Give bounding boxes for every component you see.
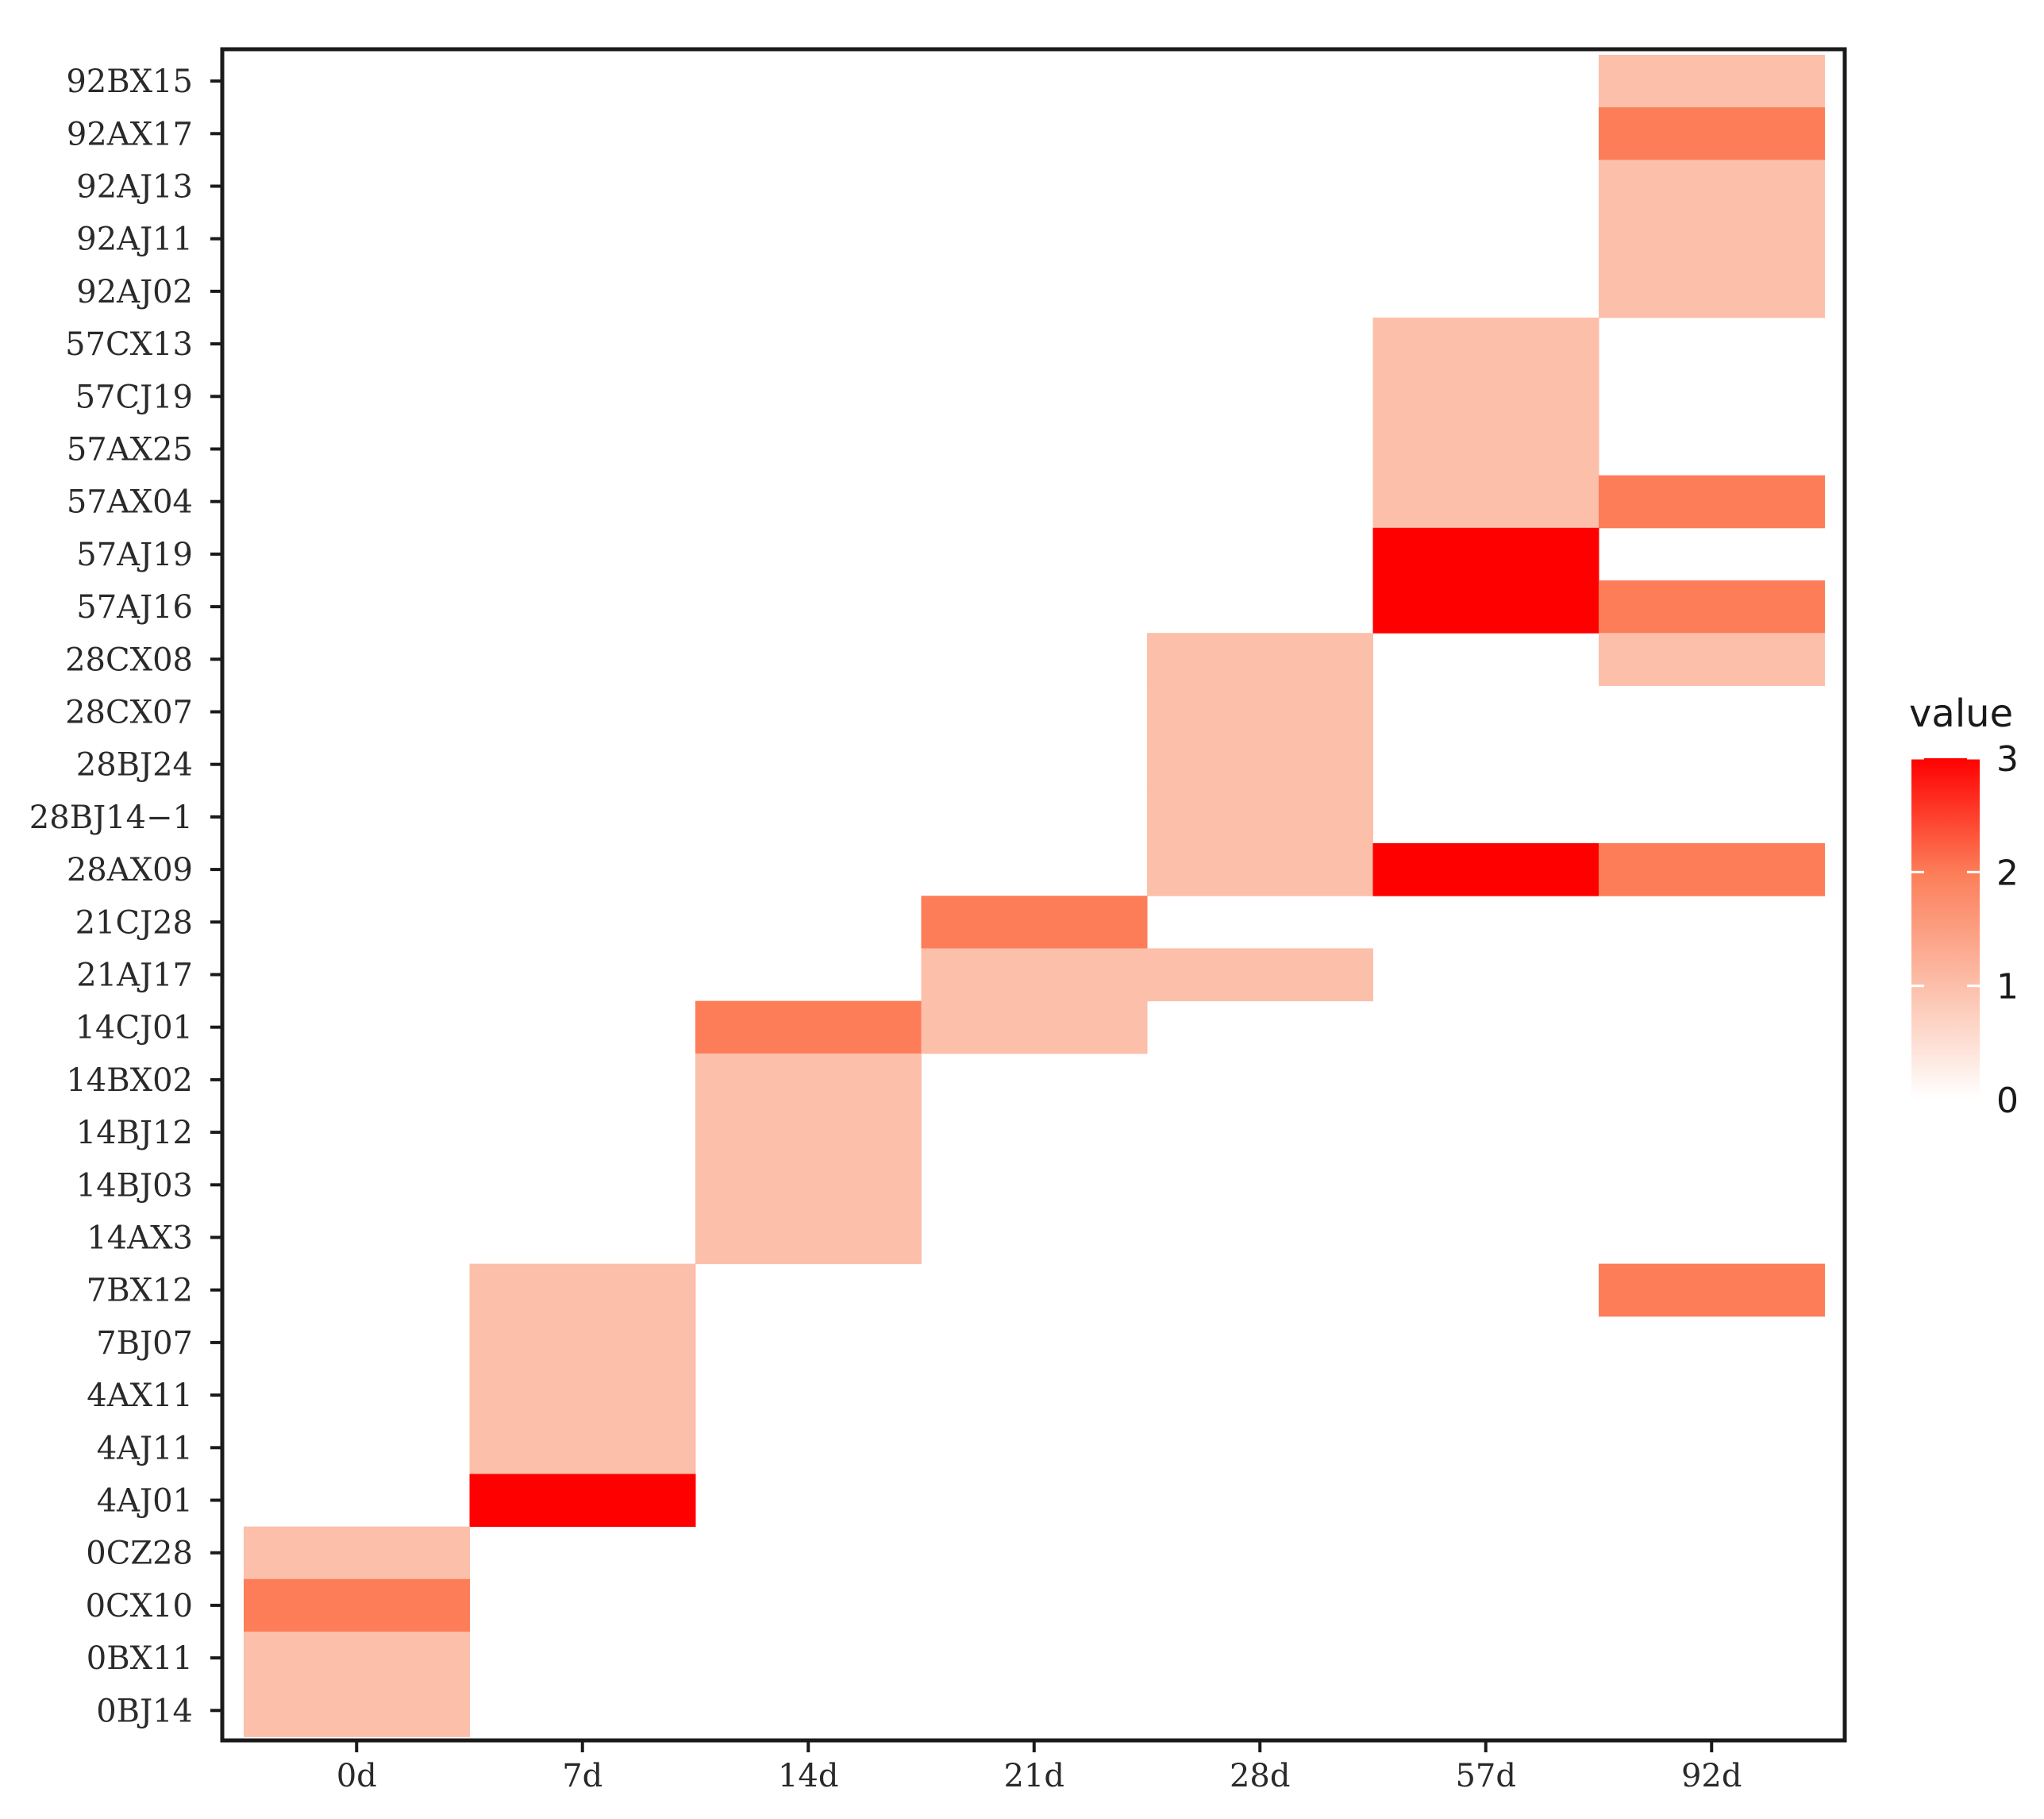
heatmap-cell: [469, 1421, 696, 1474]
y-tick-label: 57AJ16: [76, 589, 193, 626]
heatmap-cells: [244, 55, 1825, 1737]
legend-tick-label: 3: [1996, 739, 2019, 780]
y-tick-label: 14CJ01: [75, 1010, 193, 1046]
heatmap-cell: [1599, 264, 1825, 318]
heatmap-cell: [244, 1578, 470, 1632]
y-tick-label: 7BJ07: [96, 1325, 193, 1362]
y-tick-label: 28BJ14−1: [29, 800, 193, 836]
heatmap-cell: [1147, 633, 1373, 686]
y-tick-label: 21CJ28: [75, 904, 193, 941]
heatmap-cell: [469, 1474, 696, 1528]
heatmap-cell: [695, 1053, 922, 1107]
y-tick-label: 4AX11: [87, 1378, 193, 1414]
legend-ticks: 0 1 2 3: [1911, 739, 2019, 1121]
y-tick-label: 28CX07: [65, 695, 193, 731]
y-tick-label: 92AJ11: [76, 222, 193, 258]
x-tick-label: 28d: [1230, 1758, 1291, 1794]
y-tick-label: 0BX11: [87, 1640, 193, 1677]
y-axis: 92BX15 92AX17 92AJ13 92AJ11 92AJ02 57CX13 57CJ…: [29, 64, 222, 1729]
x-tick-label: 21d: [1003, 1758, 1064, 1794]
legend-tick-label: 0: [1996, 1081, 2019, 1121]
heatmap-cell: [469, 1263, 696, 1317]
heatmap-cell: [244, 1526, 470, 1580]
y-tick-label: 21AJ17: [76, 958, 193, 994]
y-tick-label: 57CX13: [65, 326, 193, 363]
y-tick-label: 28AX09: [67, 852, 193, 888]
y-tick-label: 0BJ14: [96, 1693, 193, 1729]
heatmap-cell: [1599, 1263, 1825, 1317]
y-tick-label: 28BJ24: [76, 747, 193, 784]
x-tick-label: 57d: [1455, 1758, 1516, 1794]
y-tick-label: 92BX15: [66, 64, 193, 100]
heatmap-cell: [1372, 527, 1599, 581]
heatmap-cell: [1599, 843, 1825, 896]
y-tick-label: 0CZ28: [86, 1536, 193, 1572]
heatmap-cell: [1147, 948, 1373, 1002]
y-tick-label: 14AX3: [87, 1220, 193, 1257]
heatmap-cell: [1599, 633, 1825, 686]
x-tick-label: 7d: [562, 1758, 602, 1794]
heatmap-cell: [1372, 370, 1599, 423]
legend-tick-label: 1: [1996, 967, 2019, 1008]
heatmap-cell: [1599, 160, 1825, 214]
heatmap-cell: [1372, 580, 1599, 634]
y-tick-label: 92AX17: [67, 116, 193, 152]
y-tick-label: 4AJ01: [97, 1483, 193, 1520]
heatmap-cell: [1372, 318, 1599, 371]
x-axis: 0d 7d 14d 21d 28d 57d 92d: [337, 1740, 1742, 1794]
heatmap-cell: [695, 1106, 922, 1159]
y-tick-label: 14BJ03: [76, 1167, 193, 1204]
heatmap-cell: [244, 1684, 470, 1737]
heatmap-cell: [1147, 738, 1373, 792]
heatmap-cell: [469, 1369, 696, 1422]
heatmap-cell: [921, 896, 1148, 949]
heatmap-cell: [1599, 107, 1825, 160]
x-tick-label: 0d: [337, 1758, 377, 1794]
heatmap-cell: [921, 1000, 1148, 1054]
y-tick-label: 4AJ11: [97, 1430, 193, 1466]
heatmap-cell: [1372, 843, 1599, 896]
y-tick-label: 28CX08: [65, 642, 193, 678]
y-tick-label: 14BX02: [66, 1062, 193, 1099]
heatmap-cell: [1147, 843, 1373, 896]
y-tick-label: 14BJ12: [76, 1115, 193, 1151]
heatmap-cell: [1147, 685, 1373, 739]
color-legend: value 0 1 2 3: [1909, 692, 2019, 1121]
y-tick-label: 7BX12: [87, 1273, 193, 1309]
heatmap-cell: [695, 1158, 922, 1212]
y-tick-label: 0CX10: [86, 1588, 193, 1624]
x-tick-label: 92d: [1681, 1758, 1742, 1794]
heatmap-cell: [921, 948, 1148, 1002]
y-tick-label: 57AX04: [67, 484, 193, 521]
heatmap-cell: [1147, 790, 1373, 844]
heatmap-cell: [695, 1000, 922, 1054]
y-tick-label: 57CJ19: [75, 379, 193, 415]
heatmap-cell: [1599, 475, 1825, 529]
legend-title: value: [1909, 692, 2013, 736]
heatmap-cell: [1599, 55, 1825, 108]
x-tick-label: 14d: [778, 1758, 839, 1794]
y-tick-label: 57AX25: [67, 432, 193, 468]
y-tick-label: 92AJ13: [76, 169, 193, 206]
heatmap-cell: [244, 1632, 470, 1685]
heatmap-cell: [1599, 212, 1825, 266]
heatmap-cell: [1599, 580, 1825, 634]
y-tick-label: 92AJ02: [76, 274, 193, 310]
heatmap-cell: [1372, 475, 1599, 529]
legend-colorbar: [1911, 758, 1980, 1100]
heatmap-cell: [469, 1316, 696, 1370]
heatmap-cell: [695, 1211, 922, 1265]
y-tick-label: 57AJ19: [76, 537, 193, 573]
heatmap-cell: [1372, 422, 1599, 476]
legend-tick-label: 2: [1996, 853, 2019, 893]
